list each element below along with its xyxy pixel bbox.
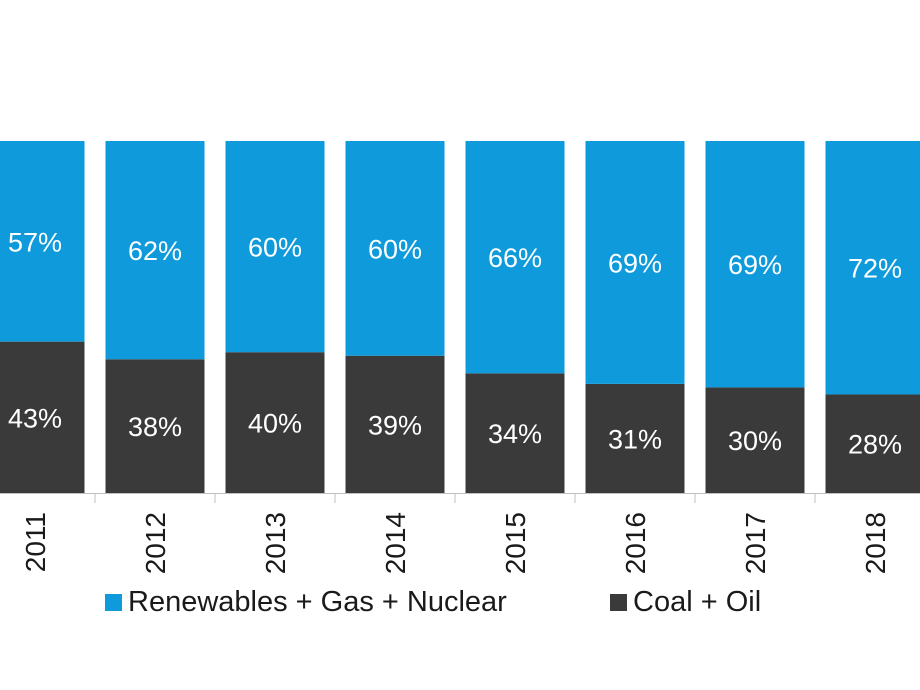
bar-coal-oil-2016 xyxy=(585,383,685,493)
bar-coal-oil-2017 xyxy=(705,387,805,493)
data-label-renewables-2015: 66% xyxy=(488,243,542,273)
data-label-coal-oil-2012: 38% xyxy=(128,412,182,442)
data-label-renewables-2016: 69% xyxy=(608,248,662,278)
bar-coal-oil-2013 xyxy=(225,352,325,493)
legend-item-renewables: Renewables + Gas + Nuclear xyxy=(105,586,507,619)
bar-renewables-2018 xyxy=(825,141,920,395)
bar-coal-oil-2014 xyxy=(345,355,445,493)
data-label-coal-oil-2017: 30% xyxy=(728,426,782,456)
legend-label-coal-oil: Coal + Oil xyxy=(633,586,762,618)
legend-label-renewables: Renewables + Gas + Nuclear xyxy=(128,586,507,618)
data-label-renewables-2013: 60% xyxy=(248,233,302,263)
x-tick-label-2015: 2015 xyxy=(500,512,531,574)
x-tick-label-2013: 2013 xyxy=(260,512,291,574)
data-label-renewables-2018: 72% xyxy=(848,254,902,284)
data-label-coal-oil-2013: 40% xyxy=(248,409,302,439)
x-tick-label-2017: 2017 xyxy=(740,512,771,574)
bar-renewables-2013 xyxy=(225,141,325,353)
data-label-renewables-2017: 69% xyxy=(728,250,782,280)
bar-renewables-2016 xyxy=(585,141,685,384)
bars-group xyxy=(0,141,920,493)
legend: Renewables + Gas + Nuclear Coal + Oil xyxy=(0,586,920,626)
bar-renewables-2015 xyxy=(465,141,565,374)
x-tick-label-2018: 2018 xyxy=(860,512,891,574)
legend-item-coal-oil: Coal + Oil xyxy=(610,586,761,619)
data-label-coal-oil-2018: 28% xyxy=(848,430,902,460)
bar-coal-oil-2011 xyxy=(0,341,85,493)
bar-renewables-2014 xyxy=(345,141,445,356)
data-label-coal-oil-2011: 43% xyxy=(8,403,62,433)
bar-coal-oil-2012 xyxy=(105,359,205,493)
data-label-renewables-2011: 57% xyxy=(8,227,62,257)
data-label-renewables-2012: 62% xyxy=(128,236,182,266)
bar-coal-oil-2018 xyxy=(825,394,920,493)
data-label-renewables-2014: 60% xyxy=(368,234,422,264)
data-label-coal-oil-2014: 39% xyxy=(368,410,422,440)
x-tick-label-2016: 2016 xyxy=(620,512,651,574)
x-tick-label-2014: 2014 xyxy=(380,512,411,574)
data-labels-group: 43% 57% 38% 62% 40% 60% 39% 60% 34% 66% 31% 69% 30% 6… xyxy=(8,227,902,459)
bar-renewables-2011 xyxy=(0,141,85,342)
bar-renewables-2017 xyxy=(705,141,805,388)
bar-renewables-2012 xyxy=(105,141,205,360)
legend-swatch-coal-oil xyxy=(610,594,627,611)
data-label-coal-oil-2015: 34% xyxy=(488,419,542,449)
data-label-coal-oil-2016: 31% xyxy=(608,424,662,454)
legend-swatch-renewables xyxy=(105,594,122,611)
x-tick-label-2011: 2011 xyxy=(20,512,51,572)
x-tick-label-2012: 2012 xyxy=(140,512,171,574)
x-axis xyxy=(0,493,920,503)
x-tick-labels: 2011 2012 2013 2014 2015 2016 2017 2018 xyxy=(20,512,891,574)
bar-coal-oil-2015 xyxy=(465,373,565,493)
